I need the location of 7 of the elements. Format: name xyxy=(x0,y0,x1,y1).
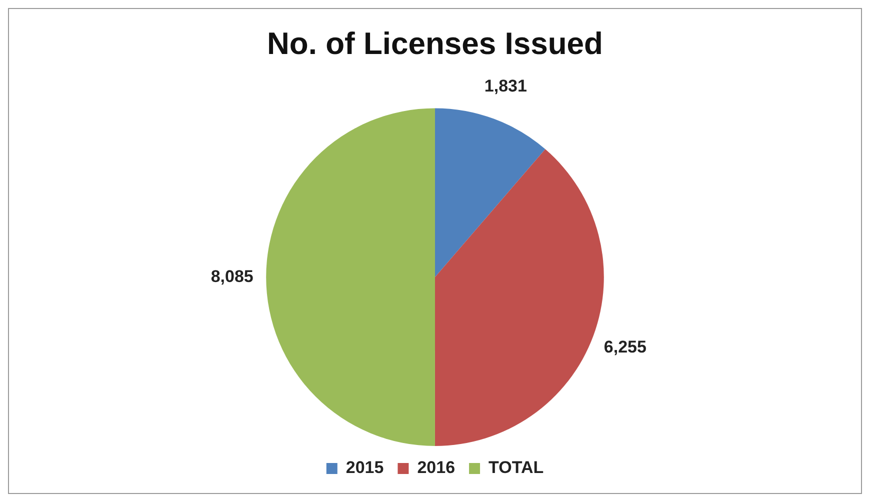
chart-title: No. of Licenses Issued xyxy=(267,26,603,62)
legend-label: 2016 xyxy=(417,458,456,478)
legend-label: 2015 xyxy=(346,458,384,478)
legend-label: TOTAL xyxy=(488,458,544,478)
data-label: 8,085 xyxy=(210,266,254,286)
data-label: 1,831 xyxy=(484,76,527,96)
data-label: 6,255 xyxy=(604,337,646,356)
